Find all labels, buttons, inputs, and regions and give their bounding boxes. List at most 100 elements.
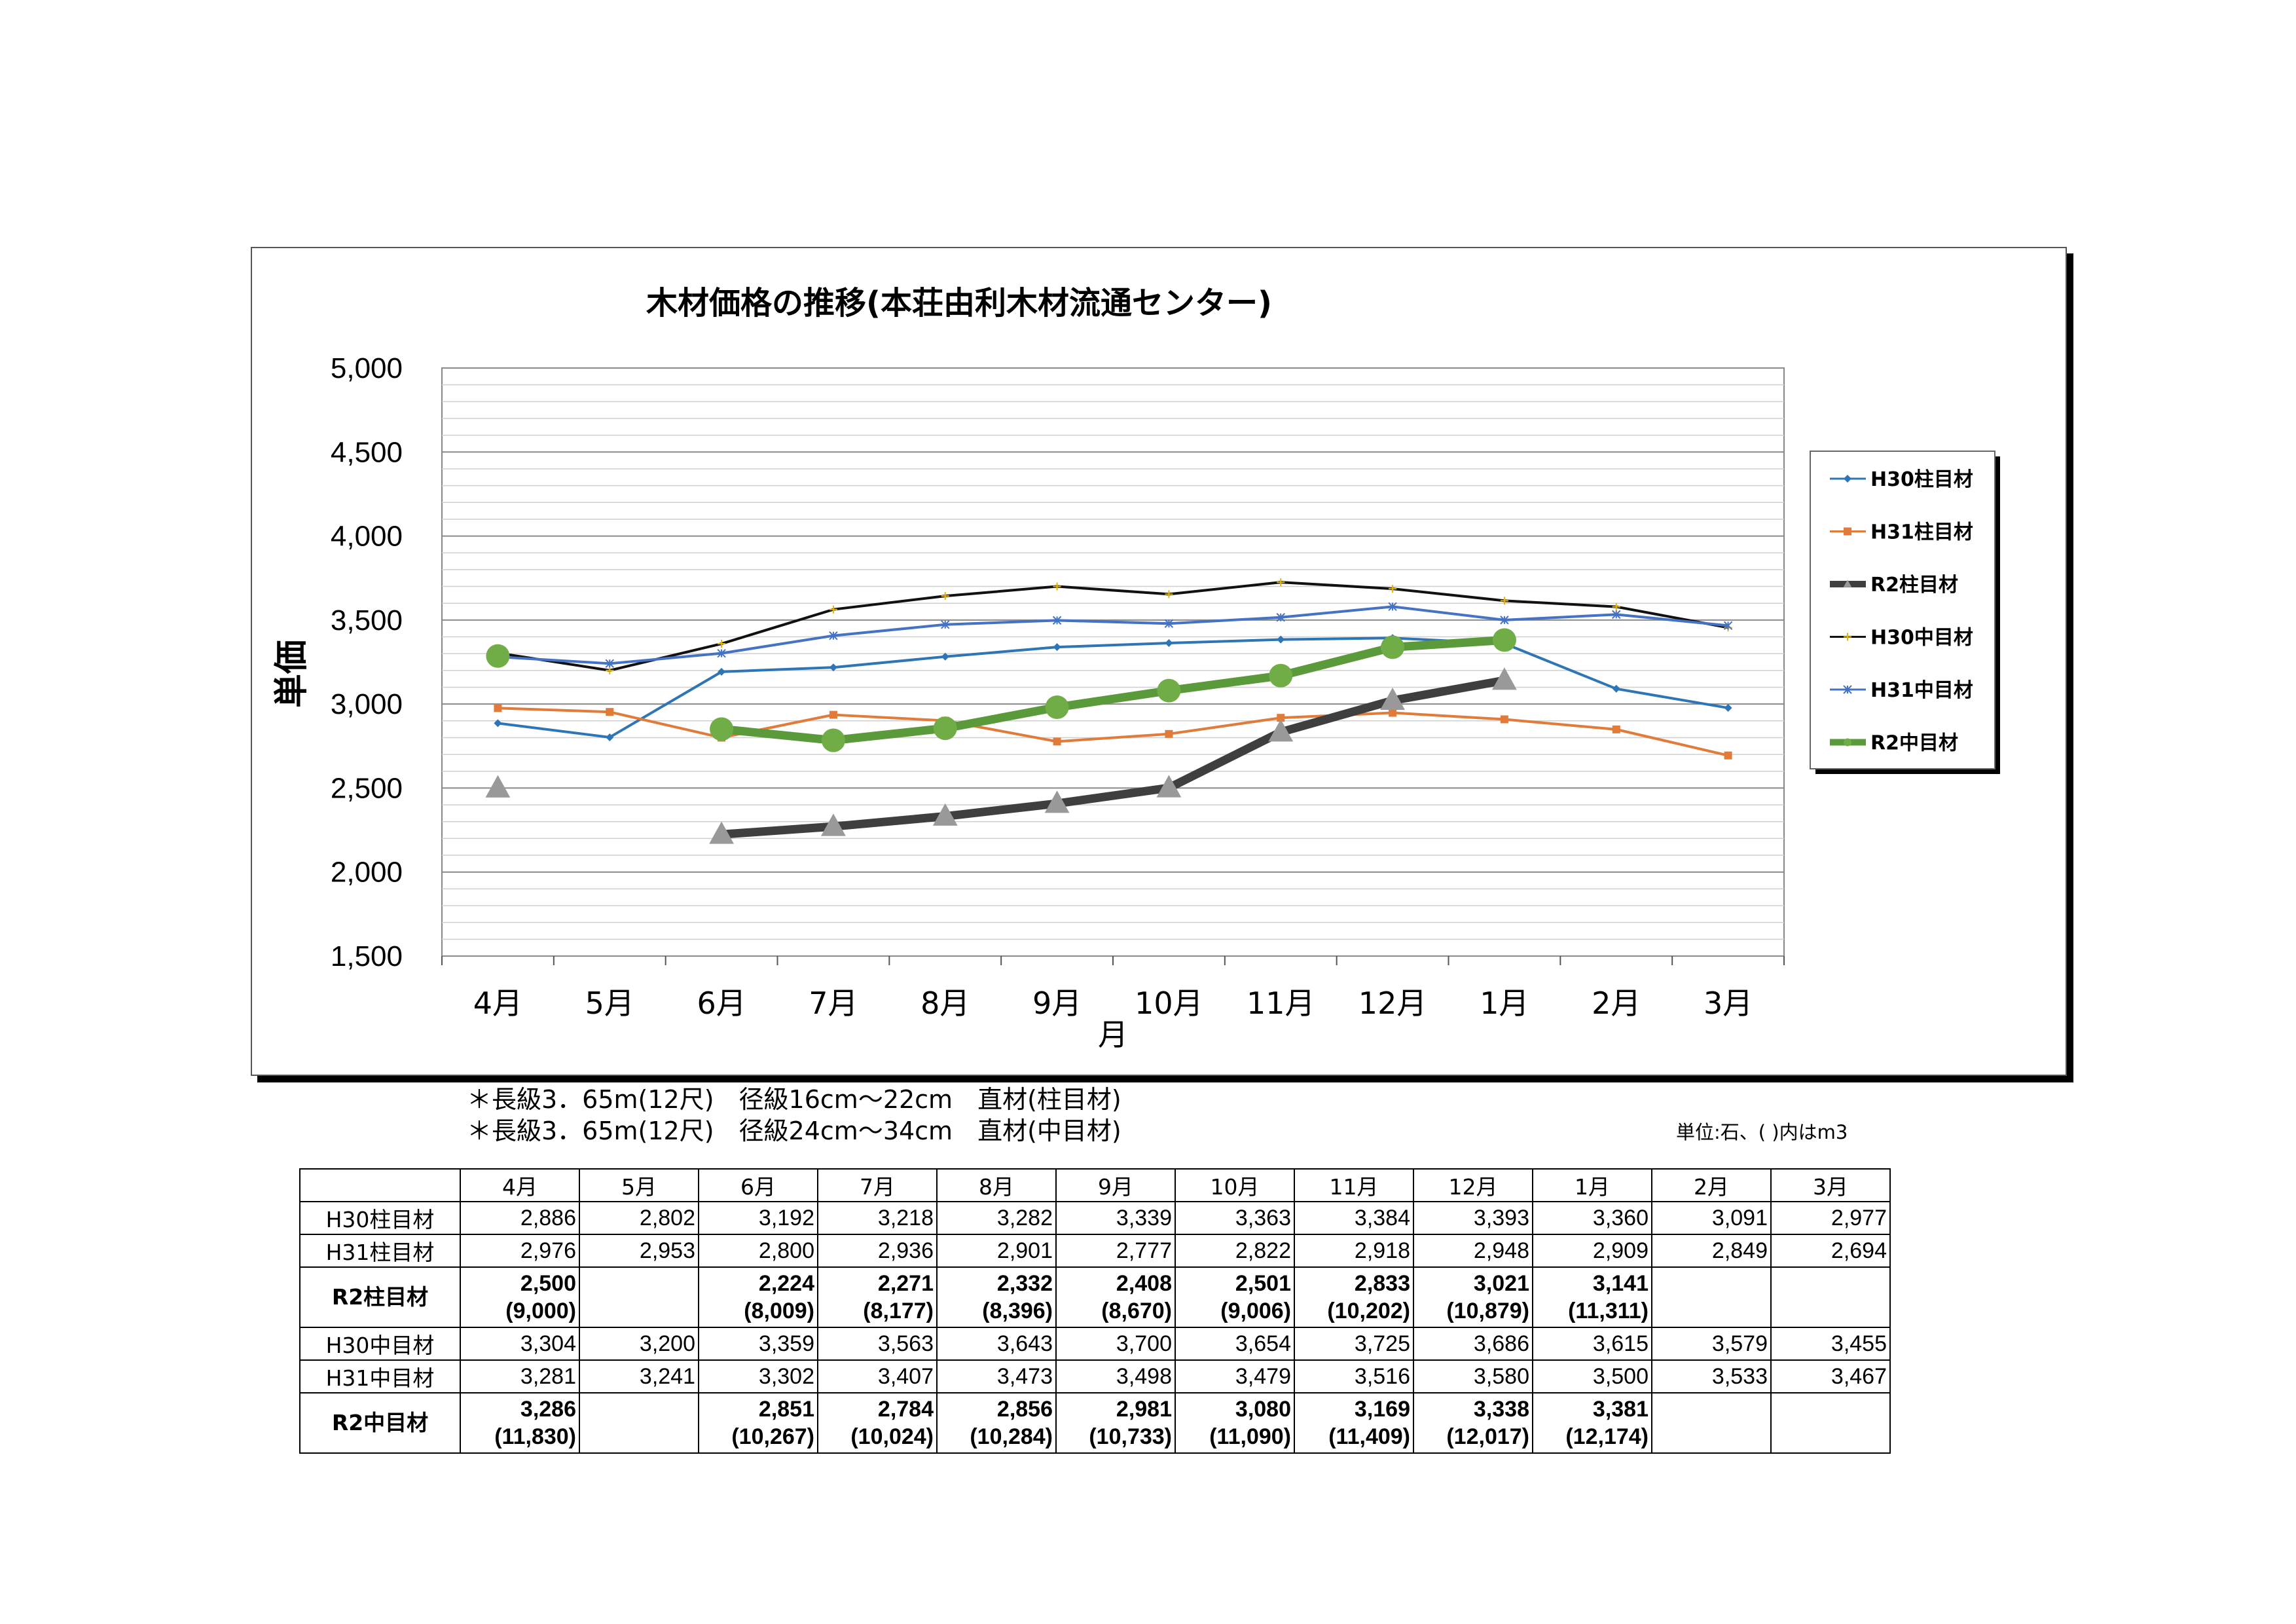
plot-area xyxy=(441,367,1785,957)
cell-volume-m3: (12,174) xyxy=(1565,1424,1649,1449)
cell-value: 2,224 xyxy=(758,1271,814,1296)
cell-value: 2,271 xyxy=(877,1271,934,1296)
cell-value: 3,080 xyxy=(1235,1397,1291,1422)
x-tick-label: 2月 xyxy=(1592,986,1641,1021)
cell-value: 3,281 xyxy=(520,1363,576,1389)
note-line-2: ＊長級3．65m(12尺) 径級24cm～34cm 直材(中目材) xyxy=(467,1116,1121,1145)
y-tick-label: 3,500 xyxy=(331,604,403,637)
y-tick-label: 2,000 xyxy=(331,857,403,889)
data-point xyxy=(1268,719,1294,742)
table-month-header: 11月 xyxy=(1294,1168,1414,1202)
table-cell: 3,500 xyxy=(1532,1359,1652,1393)
legend-swatch-marker xyxy=(1844,738,1851,747)
data-point xyxy=(1165,729,1173,738)
cell-value: 2,901 xyxy=(996,1238,1053,1263)
legend-label: H30柱目材 xyxy=(1870,468,1973,491)
table-cell: 3,360 xyxy=(1532,1201,1652,1235)
table-cell: 2,851 (10,267) xyxy=(698,1392,818,1454)
data-point xyxy=(710,717,734,741)
table-cell: 3,643 xyxy=(936,1327,1057,1361)
table-row: H31柱目材 2,976 2,953 2,800 2,936 2,901 2,777 2,82… xyxy=(299,1234,1891,1268)
table-cell: 2,224 (8,009) xyxy=(698,1266,818,1328)
data-point xyxy=(718,667,726,676)
table-cell: 3,700 xyxy=(1055,1327,1176,1361)
x-tick-label: 5月 xyxy=(585,986,634,1021)
data-point xyxy=(941,652,949,661)
x-tick-label: 3月 xyxy=(1704,986,1753,1021)
data-point xyxy=(1044,790,1070,813)
cell-value: 3,241 xyxy=(639,1363,695,1389)
table-cell: 3,407 xyxy=(817,1359,938,1393)
table-cell: 3,393 xyxy=(1413,1201,1533,1235)
cell-value: 3,467 xyxy=(1831,1363,1887,1389)
cell-value: 2,833 xyxy=(1354,1271,1410,1296)
table-cell: 2,784 (10,024) xyxy=(817,1392,938,1454)
table-cell: 3,281 xyxy=(460,1359,580,1393)
cell-value: 2,501 xyxy=(1235,1271,1291,1296)
cell-value: 2,977 xyxy=(1831,1205,1887,1230)
table-cell: 3,302 xyxy=(698,1359,818,1393)
y-tick-label: 3,000 xyxy=(331,688,403,720)
table-cell xyxy=(579,1266,699,1328)
cell-value: 3,192 xyxy=(758,1205,814,1230)
table-cell: 3,579 xyxy=(1651,1327,1772,1361)
table-cell: 2,886 xyxy=(460,1201,580,1235)
table-cell xyxy=(1651,1392,1772,1454)
series-line xyxy=(498,637,1728,739)
data-point xyxy=(1045,695,1069,720)
cell-value: 3,381 xyxy=(1592,1397,1649,1422)
cell-value: 2,802 xyxy=(639,1205,695,1230)
cell-value: 2,849 xyxy=(1711,1238,1768,1263)
cell-value: 3,686 xyxy=(1473,1331,1529,1356)
data-point xyxy=(933,716,957,741)
legend-item: R2中目材 xyxy=(1830,732,1958,755)
cell-volume-m3: (11,409) xyxy=(1328,1424,1410,1449)
table-header-row: 4月 5月 6月 7月 8月 9月 10月 11月 12月 1月 2月 3月 xyxy=(299,1168,1891,1202)
table-row: H30中目材 3,304 3,200 3,359 3,563 3,643 3,700 3,65… xyxy=(299,1327,1891,1361)
table-cell: 2,822 xyxy=(1175,1234,1295,1268)
data-point xyxy=(1612,725,1620,733)
table-cell: 3,192 xyxy=(698,1201,818,1235)
x-tick-label: 10月 xyxy=(1135,986,1203,1021)
data-point xyxy=(1276,613,1285,622)
table-month-header: 9月 xyxy=(1055,1168,1176,1202)
data-point xyxy=(1380,687,1405,710)
table-corner xyxy=(299,1168,461,1202)
legend-label: H31柱目材 xyxy=(1870,521,1973,544)
x-tick-label: 8月 xyxy=(920,986,970,1021)
data-point xyxy=(1277,635,1285,644)
cell-value: 3,700 xyxy=(1116,1331,1172,1356)
table-cell: 3,533 xyxy=(1651,1359,1772,1393)
note-line-1: ＊長級3．65m(12尺) 径級16cm～22cm 直材(柱目材) xyxy=(467,1085,1121,1114)
x-tick-label: 11月 xyxy=(1247,986,1315,1021)
cell-value: 2,408 xyxy=(1116,1271,1172,1296)
table-row-label: H31中目材 xyxy=(299,1359,461,1393)
legend-swatch-marker xyxy=(1844,633,1851,641)
table-row: H31中目材 3,281 3,241 3,302 3,407 3,473 3,498 3,47… xyxy=(299,1359,1891,1393)
x-axis-title: 月 xyxy=(1098,1017,1128,1052)
y-tick-label: 4,500 xyxy=(331,436,403,468)
cell-volume-m3: (12,017) xyxy=(1446,1424,1529,1449)
table-cell: 3,516 xyxy=(1294,1359,1414,1393)
cell-volume-m3: (10,267) xyxy=(731,1424,814,1449)
cell-volume-m3: (8,670) xyxy=(1101,1299,1172,1323)
table-row-label: R2中目材 xyxy=(299,1392,461,1454)
cell-value: 3,304 xyxy=(520,1331,576,1356)
x-tick-label: 4月 xyxy=(473,986,522,1021)
data-point xyxy=(932,803,958,826)
cell-value: 3,169 xyxy=(1354,1397,1410,1422)
data-point xyxy=(1724,751,1732,760)
cell-volume-m3: (10,024) xyxy=(850,1424,934,1449)
x-tick-label: 9月 xyxy=(1032,986,1082,1021)
table-cell: 3,286 (11,830) xyxy=(460,1392,580,1454)
cell-value: 3,218 xyxy=(877,1205,934,1230)
series-H31柱目材 xyxy=(494,704,1732,760)
table-cell xyxy=(1770,1266,1891,1328)
series-line xyxy=(498,707,1729,757)
data-point xyxy=(1053,737,1061,746)
cell-value: 3,654 xyxy=(1235,1331,1291,1356)
cell-value: 3,091 xyxy=(1711,1205,1768,1230)
table-month-header: 1月 xyxy=(1532,1168,1652,1202)
legend-label: R2柱目材 xyxy=(1870,574,1958,597)
cell-value: 2,886 xyxy=(520,1205,576,1230)
